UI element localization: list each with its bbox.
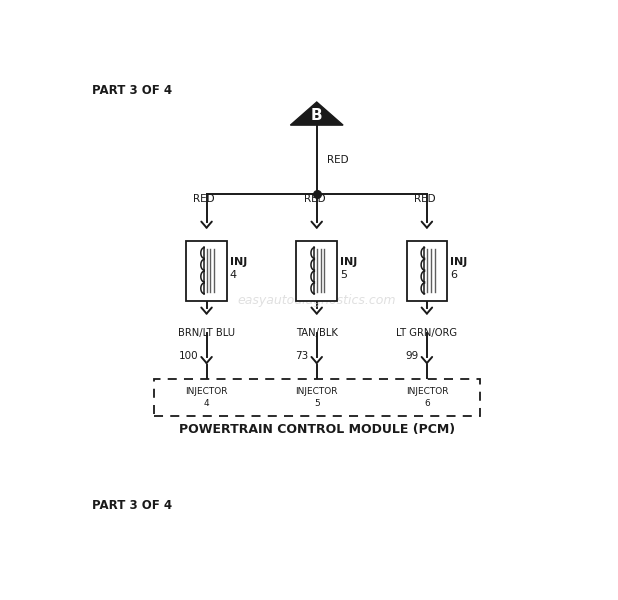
- Text: INJECTOR: INJECTOR: [405, 387, 448, 396]
- Text: 5: 5: [340, 270, 347, 280]
- Text: POWERTRAIN CONTROL MODULE (PCM): POWERTRAIN CONTROL MODULE (PCM): [179, 423, 455, 436]
- Bar: [186, 241, 227, 301]
- Text: RED: RED: [193, 194, 215, 204]
- Text: 5: 5: [314, 399, 320, 408]
- Text: TAN/BLK: TAN/BLK: [296, 328, 337, 338]
- Bar: [297, 241, 337, 301]
- Text: 6: 6: [450, 270, 457, 280]
- Text: PART 3 OF 4: PART 3 OF 4: [91, 83, 172, 97]
- Text: 73: 73: [295, 351, 308, 361]
- FancyBboxPatch shape: [154, 379, 480, 416]
- Text: INJECTOR: INJECTOR: [295, 387, 338, 396]
- Polygon shape: [290, 102, 343, 125]
- Text: BRN/LT BLU: BRN/LT BLU: [178, 328, 235, 338]
- Text: INJ: INJ: [450, 257, 467, 268]
- Text: INJ: INJ: [340, 257, 357, 268]
- Text: RED: RED: [413, 194, 435, 204]
- Text: LT GRN/ORG: LT GRN/ORG: [396, 328, 457, 338]
- Text: 4: 4: [204, 399, 210, 408]
- Text: PART 3 OF 4: PART 3 OF 4: [91, 499, 172, 512]
- Text: RED: RED: [328, 155, 349, 165]
- Text: 4: 4: [230, 270, 237, 280]
- Text: INJ: INJ: [230, 257, 247, 268]
- Text: B: B: [311, 108, 323, 123]
- Text: 6: 6: [424, 399, 430, 408]
- Text: INJECTOR: INJECTOR: [185, 387, 228, 396]
- Text: 99: 99: [405, 351, 418, 361]
- Text: 100: 100: [179, 351, 198, 361]
- Bar: [407, 241, 447, 301]
- Text: RED: RED: [303, 194, 325, 204]
- Text: easyautodiagnostics.com: easyautodiagnostics.com: [237, 294, 396, 307]
